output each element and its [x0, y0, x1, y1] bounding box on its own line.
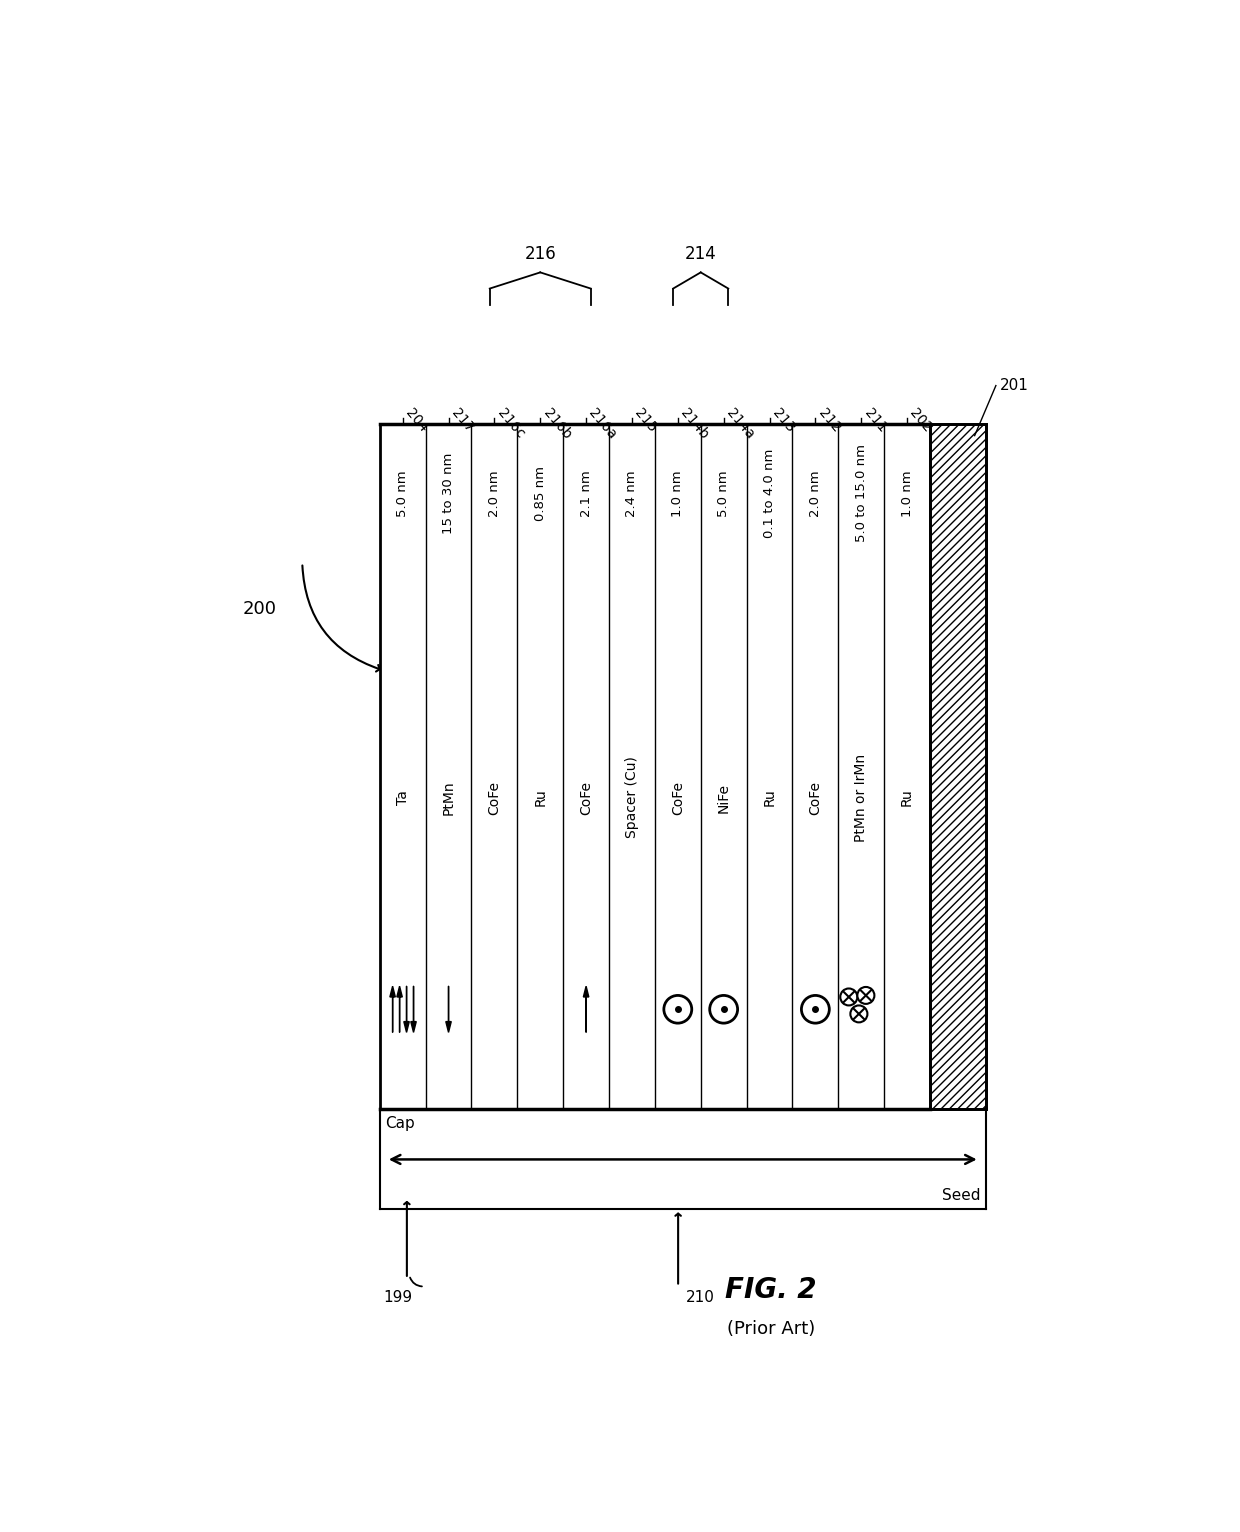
Circle shape	[851, 1005, 868, 1022]
Text: Ru: Ru	[900, 789, 914, 806]
Text: FIG. 2: FIG. 2	[725, 1276, 817, 1304]
Text: 215: 215	[632, 406, 660, 435]
Text: 15 to 30 nm: 15 to 30 nm	[441, 452, 455, 535]
Text: 0.85 nm: 0.85 nm	[533, 466, 547, 521]
Circle shape	[663, 996, 692, 1023]
Text: CoFe: CoFe	[671, 780, 684, 815]
Text: Cap: Cap	[386, 1115, 415, 1131]
Text: 212: 212	[816, 406, 843, 435]
Text: 2.1 nm: 2.1 nm	[579, 470, 593, 516]
Text: 200: 200	[243, 601, 277, 617]
Text: 201: 201	[999, 378, 1029, 394]
Text: Seed: Seed	[942, 1189, 981, 1203]
Text: 216: 216	[525, 245, 556, 264]
Text: Ta: Ta	[396, 791, 409, 804]
Text: 199: 199	[383, 1290, 413, 1305]
Text: 204: 204	[403, 406, 430, 435]
Text: 211: 211	[862, 406, 889, 435]
Text: 2.4 nm: 2.4 nm	[625, 470, 639, 516]
FancyArrow shape	[389, 987, 396, 1033]
Text: 214: 214	[684, 245, 717, 264]
Text: Spacer (Cu): Spacer (Cu)	[625, 757, 639, 838]
Circle shape	[801, 996, 830, 1023]
Text: Ru: Ru	[763, 789, 776, 806]
Text: 217: 217	[449, 406, 476, 435]
Text: CoFe: CoFe	[808, 780, 822, 815]
Text: 202: 202	[908, 406, 935, 435]
Circle shape	[841, 988, 857, 1005]
Text: 213: 213	[770, 406, 797, 435]
Text: Ru: Ru	[533, 789, 547, 806]
Text: 216c: 216c	[495, 406, 527, 441]
Text: NiFe: NiFe	[717, 783, 730, 812]
FancyArrow shape	[446, 987, 451, 1033]
Text: 216a: 216a	[587, 406, 620, 441]
Text: CoFe: CoFe	[579, 780, 593, 815]
Bar	[930, 424, 986, 1109]
Text: 216b: 216b	[541, 406, 574, 441]
Text: 1.0 nm: 1.0 nm	[900, 470, 914, 516]
Text: 214a: 214a	[724, 406, 756, 441]
Text: 5.0 nm: 5.0 nm	[717, 470, 730, 516]
Circle shape	[709, 996, 738, 1023]
FancyArrow shape	[404, 987, 409, 1033]
Text: PtMn or IrMn: PtMn or IrMn	[854, 754, 868, 841]
FancyArrow shape	[397, 987, 402, 1033]
Text: 2.0 nm: 2.0 nm	[808, 470, 822, 516]
Text: CoFe: CoFe	[487, 780, 501, 815]
Text: (Prior Art): (Prior Art)	[727, 1321, 815, 1337]
Text: 2.0 nm: 2.0 nm	[487, 470, 501, 516]
Text: 214b: 214b	[678, 406, 712, 441]
FancyArrow shape	[583, 987, 589, 1033]
Text: PtMn: PtMn	[441, 780, 455, 815]
Text: 0.1 to 4.0 nm: 0.1 to 4.0 nm	[763, 449, 776, 538]
Text: 5.0 to 15.0 nm: 5.0 to 15.0 nm	[854, 444, 868, 542]
Text: 5.0 nm: 5.0 nm	[396, 470, 409, 516]
Text: 210: 210	[686, 1290, 714, 1305]
Text: 1.0 nm: 1.0 nm	[671, 470, 684, 516]
FancyArrow shape	[410, 987, 417, 1033]
Circle shape	[857, 987, 874, 1003]
